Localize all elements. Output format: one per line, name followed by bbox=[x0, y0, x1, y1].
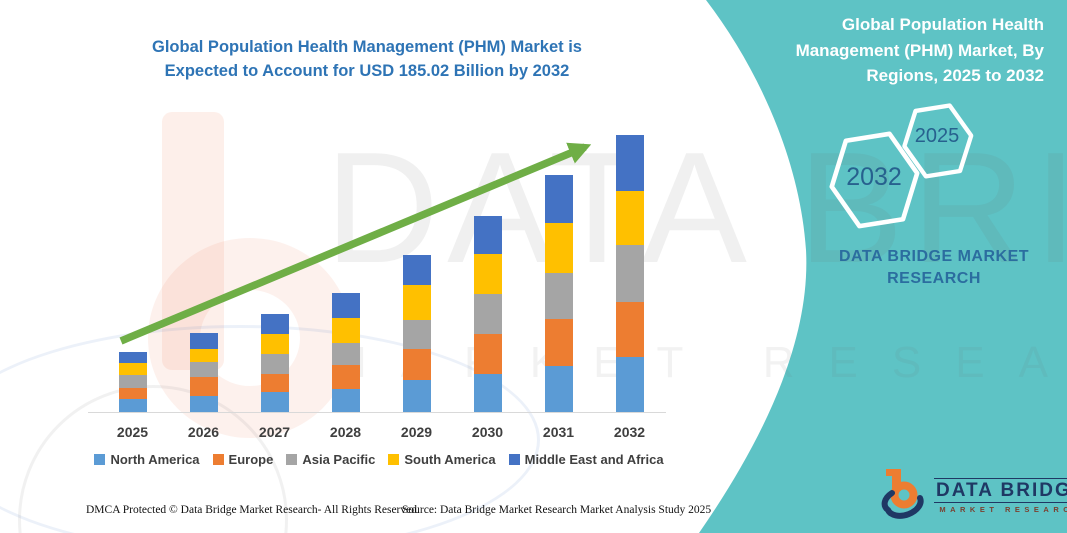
bar-segment-middle-east-and-africa bbox=[260, 313, 289, 334]
stacked-bar-2029 bbox=[402, 254, 431, 412]
bar-segment-middle-east-and-africa bbox=[473, 216, 502, 255]
bar-segment-north-america bbox=[473, 374, 502, 412]
bar-segment-middle-east-and-africa bbox=[402, 254, 431, 286]
bar-segment-north-america bbox=[118, 398, 147, 412]
side-panel-title: Global Population Health Management (PHM… bbox=[795, 15, 1044, 85]
legend-label: Middle East and Africa bbox=[524, 452, 664, 467]
footer-copyright: DMCA Protected © Data Bridge Market Rese… bbox=[86, 504, 420, 516]
bar-segment-south-america bbox=[473, 254, 502, 295]
bar-segment-asia-pacific bbox=[260, 353, 289, 374]
legend-label: Asia Pacific bbox=[302, 452, 376, 467]
hexagon-badge-2025: 2025 bbox=[897, 100, 978, 179]
x-axis-label-2026: 2026 bbox=[187, 424, 220, 440]
legend-label: South America bbox=[404, 452, 496, 467]
legend-item-south-america: South America bbox=[388, 452, 496, 467]
legend-label: Europe bbox=[228, 452, 274, 467]
bar-segment-middle-east-and-africa bbox=[189, 333, 218, 349]
bar-segment-asia-pacific bbox=[331, 342, 360, 366]
bar-segment-north-america bbox=[402, 380, 431, 412]
bar-segment-europe bbox=[118, 387, 147, 399]
stacked-bar-2026 bbox=[189, 333, 218, 412]
x-axis-label-2027: 2027 bbox=[258, 424, 291, 440]
bar-segment-asia-pacific bbox=[189, 362, 218, 377]
bar-segment-asia-pacific bbox=[473, 294, 502, 334]
bar-segment-south-america bbox=[615, 190, 644, 246]
bar-segment-south-america bbox=[260, 333, 289, 354]
company-logo-text: DATA BRIDGE MARKET RESEARCH bbox=[934, 477, 1067, 515]
bar-segment-europe bbox=[331, 365, 360, 389]
bar-segment-south-america bbox=[544, 222, 573, 273]
brand-name-text: DATA BRIDGE MARKET RESEARCH bbox=[838, 248, 1030, 288]
hexagon-badge-2032: 2032 bbox=[822, 127, 926, 229]
bar-segment-europe bbox=[615, 301, 644, 357]
bar-segment-north-america bbox=[544, 365, 573, 412]
bar-segment-asia-pacific bbox=[615, 245, 644, 302]
bar-segment-south-america bbox=[118, 362, 147, 376]
legend-item-europe: Europe bbox=[212, 452, 274, 467]
bar-segment-north-america bbox=[615, 356, 644, 412]
stacked-bar-2031 bbox=[544, 175, 573, 412]
legend-label: North America bbox=[110, 452, 200, 467]
stacked-bar-2025 bbox=[118, 351, 147, 412]
x-axis-label-2031: 2031 bbox=[542, 424, 575, 440]
bar-segment-south-america bbox=[402, 285, 431, 321]
bar-segment-asia-pacific bbox=[402, 320, 431, 349]
company-logo-icon bbox=[881, 469, 924, 519]
bar-segment-asia-pacific bbox=[544, 272, 573, 320]
bar-segment-europe bbox=[402, 348, 431, 381]
legend-swatch-icon bbox=[212, 454, 224, 465]
x-axis-label-2028: 2028 bbox=[329, 424, 362, 440]
stacked-bar-2032 bbox=[615, 135, 644, 412]
bar-segment-europe bbox=[189, 376, 218, 397]
logo-subname: MARKET RESEARCH bbox=[939, 505, 1067, 515]
legend-item-asia-pacific: Asia Pacific bbox=[286, 452, 375, 467]
bar-segment-europe bbox=[473, 333, 502, 375]
legend-swatch-icon bbox=[508, 454, 520, 465]
bar-segment-north-america bbox=[189, 396, 218, 412]
bar-segment-south-america bbox=[189, 348, 218, 363]
legend-swatch-icon bbox=[388, 454, 400, 465]
stacked-bar-2028 bbox=[331, 293, 360, 412]
bar-segment-asia-pacific bbox=[118, 375, 147, 388]
bar-segment-europe bbox=[544, 319, 573, 366]
x-axis-label-2032: 2032 bbox=[613, 424, 646, 440]
x-axis-label-2029: 2029 bbox=[400, 424, 433, 440]
logo-name: DATA BRIDGE bbox=[934, 477, 1067, 504]
bar-segment-middle-east-and-africa bbox=[544, 175, 573, 223]
chart-title: Global Population Health Management (PHM… bbox=[152, 38, 582, 80]
bar-segment-north-america bbox=[331, 388, 360, 412]
stacked-bar-2027 bbox=[260, 313, 289, 412]
legend-swatch-icon bbox=[94, 454, 106, 465]
bar-segment-north-america bbox=[260, 391, 289, 412]
hexagon-year-label: 2025 bbox=[914, 124, 960, 147]
chart-legend: North America Europe Asia Pacific South Ame… bbox=[86, 452, 672, 467]
x-axis-line bbox=[88, 412, 666, 413]
bar-segment-europe bbox=[260, 373, 289, 392]
x-axis-label-2030: 2030 bbox=[471, 424, 504, 440]
stacked-bar-2030 bbox=[473, 216, 502, 412]
bar-segment-middle-east-and-africa bbox=[118, 351, 147, 363]
bar-segment-south-america bbox=[331, 317, 360, 343]
footer-source: Source: Data Bridge Market Research Mark… bbox=[402, 504, 712, 516]
bar-segment-middle-east-and-africa bbox=[615, 135, 644, 191]
bar-segment-middle-east-and-africa bbox=[331, 293, 360, 318]
legend-swatch-icon bbox=[286, 454, 298, 465]
legend-item-north-america: North America bbox=[94, 452, 200, 467]
legend-item-middle-east-and-africa: Middle East and Africa bbox=[508, 452, 664, 467]
x-axis-label-2025: 2025 bbox=[116, 424, 149, 440]
company-logo: DATA BRIDGE MARKET RESEARCH bbox=[880, 468, 1067, 524]
